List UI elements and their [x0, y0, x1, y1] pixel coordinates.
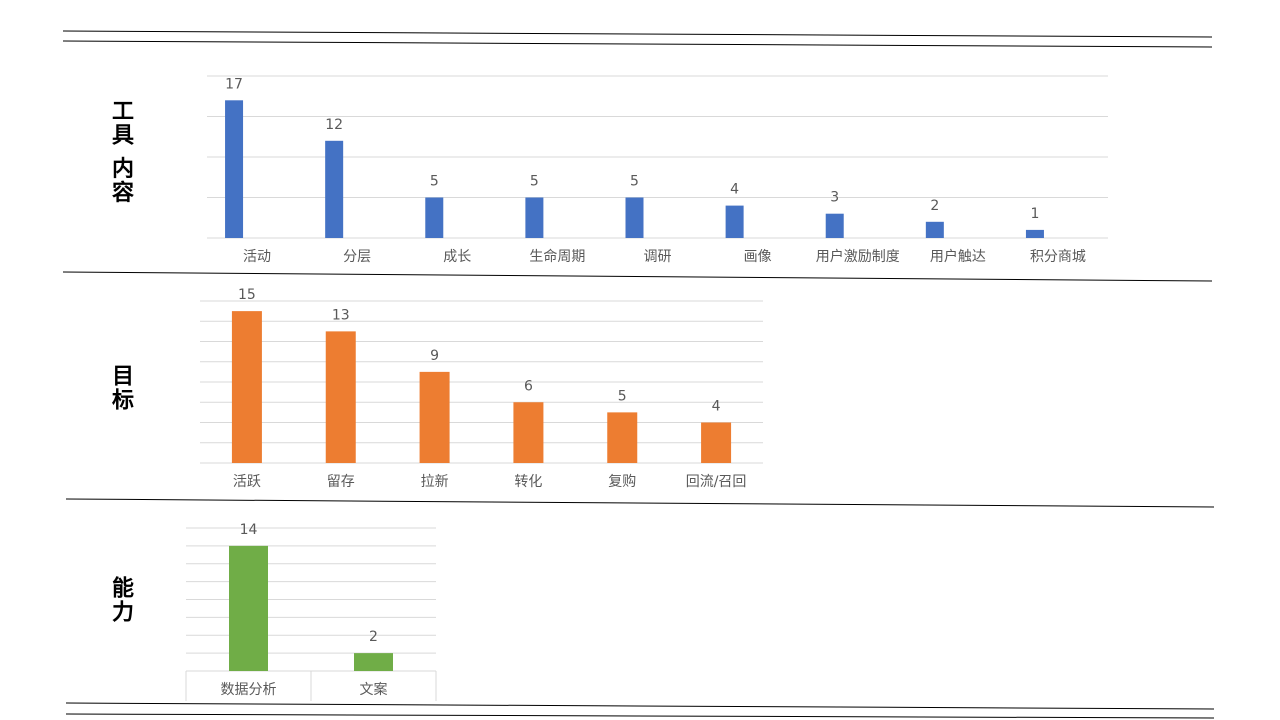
x-tick-label: 活动 [243, 249, 271, 265]
x-tick-label: 积分商城 [1030, 249, 1086, 265]
section-title: 能力 [108, 575, 134, 624]
value-label: 14 [240, 522, 258, 538]
value-label: 9 [430, 348, 439, 364]
separator [65, 702, 1215, 710]
separator [65, 498, 1215, 508]
x-tick-label: 留存 [327, 474, 355, 490]
value-label: 4 [712, 399, 721, 415]
value-label: 13 [332, 307, 350, 323]
bar [225, 100, 244, 238]
x-tick-label: 成长 [443, 249, 471, 265]
bar [231, 311, 262, 463]
x-tick-label: 用户激励制度 [816, 248, 900, 265]
value-label: 5 [630, 174, 639, 190]
x-tick-label: 回流/召回 [686, 474, 747, 490]
x-tick-label: 复购 [608, 473, 636, 490]
separator [65, 713, 1215, 719]
value-label: 1 [1030, 206, 1039, 222]
bar [525, 197, 544, 238]
bar [419, 371, 450, 463]
separator [62, 40, 1213, 48]
bar [354, 653, 393, 671]
x-tick-label: 拉新 [421, 474, 449, 490]
bar [425, 197, 444, 238]
bar [625, 197, 644, 238]
value-label: 12 [325, 117, 343, 133]
x-tick-label: 画像 [744, 249, 772, 265]
separator [62, 271, 1213, 282]
value-label: 5 [618, 388, 627, 404]
value-label: 6 [524, 378, 533, 394]
bar [325, 331, 356, 463]
value-label: 3 [830, 190, 839, 206]
bar [229, 545, 268, 671]
bar [925, 221, 944, 238]
bar [607, 412, 638, 463]
value-label: 2 [369, 629, 378, 645]
bar [1025, 229, 1044, 238]
value-label: 2 [930, 198, 939, 214]
value-label: 17 [225, 76, 243, 92]
bar [701, 422, 732, 463]
x-tick-label: 用户触达 [930, 248, 986, 265]
section-title: 目标 [108, 364, 134, 412]
bar [825, 213, 844, 238]
x-tick-label: 转化 [514, 474, 542, 490]
x-tick-label: 分层 [343, 249, 371, 265]
value-label: 5 [430, 174, 439, 190]
section-title: 工具 内容 [108, 99, 134, 205]
value-label: 15 [238, 287, 256, 303]
x-tick-label: 文案 [360, 681, 388, 698]
value-label: 5 [530, 174, 539, 190]
x-tick-label: 活跃 [233, 474, 261, 490]
bar [725, 205, 744, 238]
value-label: 4 [730, 182, 739, 198]
x-tick-label: 数据分析 [221, 682, 277, 698]
bar [513, 402, 544, 463]
bar [325, 140, 344, 238]
x-tick-label: 调研 [644, 249, 672, 265]
separator [62, 30, 1213, 38]
x-tick-label: 生命周期 [529, 248, 585, 265]
